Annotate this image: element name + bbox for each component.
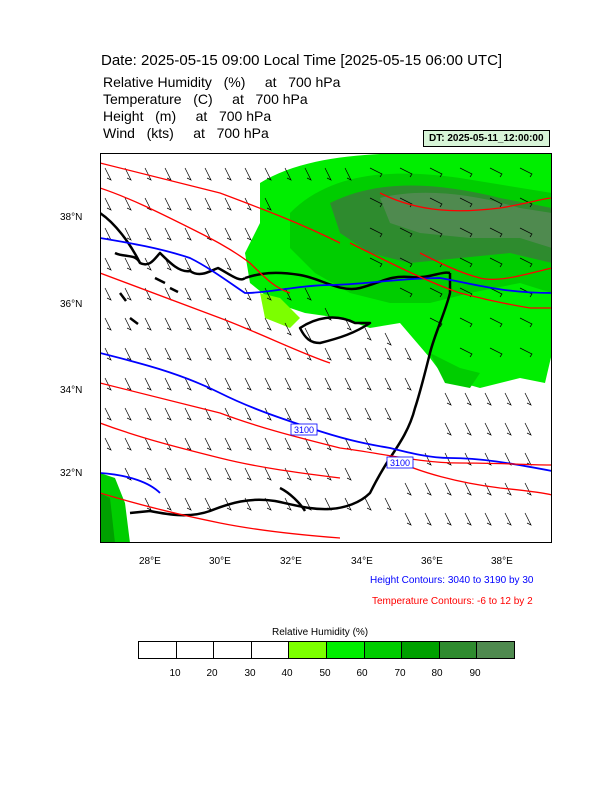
weather-map: 3100 3100	[100, 153, 552, 543]
colorbar-cell	[402, 642, 440, 658]
field-level: 700 hPa	[216, 125, 269, 141]
field-level: 700 hPa	[218, 108, 272, 124]
humidity-shading	[100, 153, 552, 543]
map-frame	[100, 153, 552, 543]
height-label-box	[386, 456, 414, 469]
field-unit: (m)	[155, 108, 177, 124]
field-height: Height (m) at 700 hPa	[103, 108, 271, 125]
height-label: 3100	[390, 458, 410, 468]
lat-tick-label: 34°N	[60, 385, 83, 396]
height-contours	[100, 237, 552, 494]
field-level: 700 hPa	[288, 74, 341, 90]
height-contour-note: Height Contours: 3040 to 3190 by 30	[370, 575, 534, 586]
field-temperature: Temperature (C) at 700 hPa	[103, 91, 308, 108]
lon-tick-label: 34°E	[351, 556, 373, 567]
field-at: at	[232, 91, 244, 107]
field-name: Height	[103, 108, 144, 124]
field-name: Wind	[103, 125, 135, 141]
height-contour-labels: 3100 3100	[290, 423, 414, 469]
temperature-contours	[100, 162, 552, 539]
colorbar	[138, 641, 515, 659]
colorbar-label: 50	[319, 668, 331, 679]
colorbar-label: 30	[244, 668, 256, 679]
colorbar-cell	[289, 642, 327, 658]
colorbar-label: 20	[206, 668, 218, 679]
field-level: 700 hPa	[255, 91, 308, 107]
colorbar-cell	[214, 642, 252, 658]
dt-badge: DT: 2025-05-11_12:00:00	[423, 130, 550, 147]
colorbar-label: 10	[169, 668, 181, 679]
lon-tick-label: 36°E	[421, 556, 443, 567]
field-wind: Wind (kts) at 700 hPa	[103, 125, 269, 142]
field-name: Temperature	[103, 91, 182, 107]
temperature-contour-note: Temperature Contours: -6 to 12 by 2	[372, 596, 533, 607]
colorbar-label: 60	[356, 668, 368, 679]
lat-tick-label: 38°N	[60, 212, 83, 223]
lon-tick-label: 32°E	[280, 556, 302, 567]
colorbar-label: 90	[469, 668, 481, 679]
colorbar-cell	[364, 642, 403, 658]
map-title: Date: 2025-05-15 09:00 Local Time [2025-…	[101, 52, 503, 69]
colorbar-label: 80	[431, 668, 443, 679]
colorbar-cell	[326, 642, 365, 658]
field-at: at	[264, 74, 277, 90]
field-relative-humidity: Relative Humidity (%) at 700 hPa	[103, 74, 340, 91]
colorbar-label: 70	[394, 668, 406, 679]
height-label-box	[290, 423, 318, 436]
colorbar-label: 40	[281, 668, 293, 679]
field-at: at	[195, 108, 208, 124]
field-unit: (%)	[223, 74, 246, 90]
colorbar-cell	[139, 642, 177, 658]
colorbar-cell	[477, 642, 514, 658]
lat-tick-label: 36°N	[60, 299, 83, 310]
colorbar-title: Relative Humidity (%)	[272, 627, 369, 638]
colorbar-cell	[251, 642, 290, 658]
lon-tick-label: 38°E	[491, 556, 513, 567]
colorbar-cell	[439, 642, 478, 658]
lon-tick-label: 30°E	[209, 556, 231, 567]
lon-tick-label: 28°E	[139, 556, 161, 567]
field-name: Relative Humidity	[103, 74, 212, 90]
colorbar-cell	[176, 642, 215, 658]
lat-tick-label: 32°N	[60, 468, 83, 479]
field-at: at	[193, 125, 205, 141]
height-label: 3100	[294, 425, 314, 435]
field-unit: (kts)	[146, 125, 174, 141]
field-unit: (C)	[193, 91, 213, 107]
coastlines	[100, 211, 452, 517]
